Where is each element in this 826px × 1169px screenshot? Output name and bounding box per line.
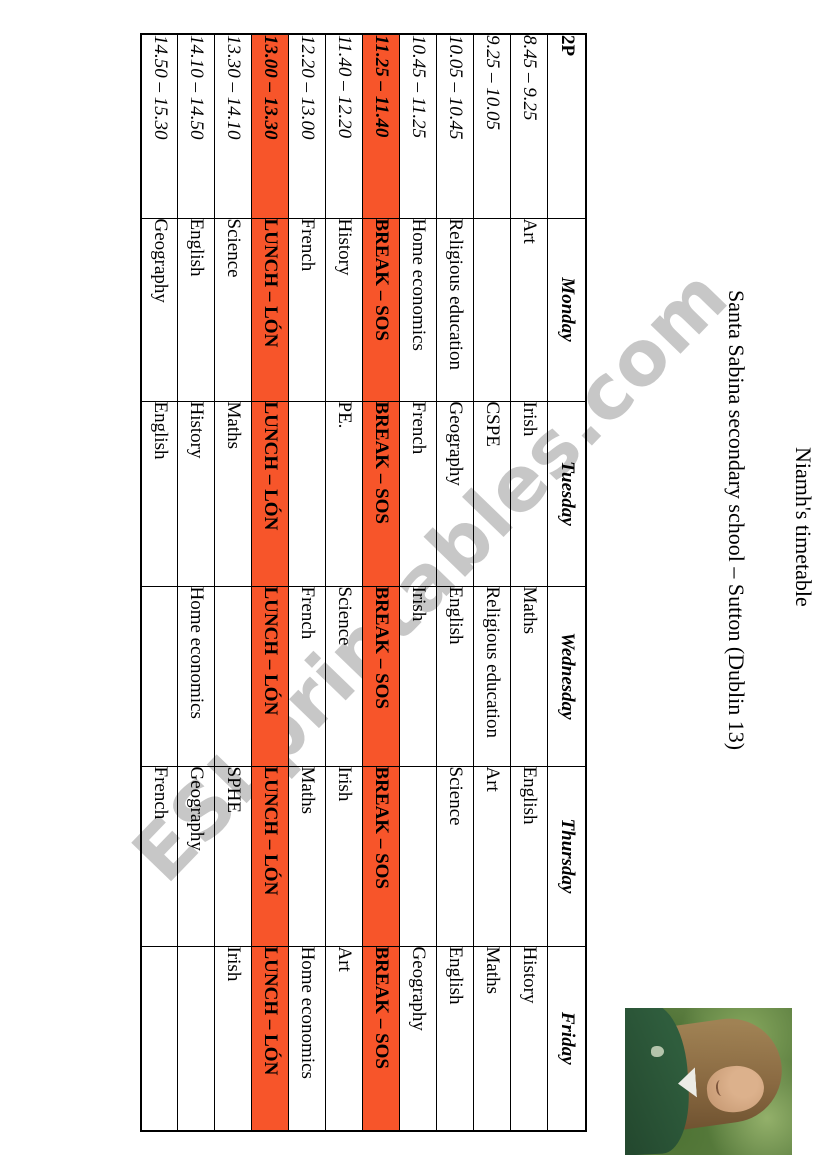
subject-cell: LUNCH – LÓN (252, 946, 289, 1131)
subject-cell: English (437, 946, 474, 1131)
subject-cell: Maths (511, 586, 548, 766)
timetable-row: 14.50 – 15.30 Geography English French (141, 34, 178, 1131)
time-cell: 13.00 – 13.30 (252, 34, 289, 218)
subject-cell: LUNCH – LÓN (252, 586, 289, 766)
subject-cell: French (289, 218, 326, 401)
subject-cell: PE. (326, 401, 363, 586)
subject-cell: BREAK – SOS (363, 218, 400, 401)
timetable-row: 13.30 – 14.10 Science Maths SPHE Irish (215, 34, 252, 1131)
time-cell: 13.30 – 14.10 (215, 34, 252, 218)
empty-cell (141, 946, 178, 1131)
subject-cell: Maths (474, 946, 511, 1131)
empty-cell (400, 766, 437, 946)
subject-cell: Home economics (289, 946, 326, 1131)
time-cell: 14.50 – 15.30 (141, 34, 178, 218)
subject-cell: Irish (215, 946, 252, 1131)
subject-cell: Home economics (178, 586, 215, 766)
time-cell: 9.25 – 10.05 (474, 34, 511, 218)
page-title: Niamh's timetable (791, 447, 816, 607)
subject-cell: French (400, 401, 437, 586)
time-cell: 12.20 – 13.00 (289, 34, 326, 218)
photo-crest-shape (651, 1046, 664, 1057)
subject-cell: Geography (437, 401, 474, 586)
day-header-friday: Friday (548, 946, 586, 1131)
subject-cell: Science (215, 218, 252, 401)
timetable-row: 9.25 – 10.05 CSPE Religious education Art Ma… (474, 34, 511, 1131)
empty-cell (178, 946, 215, 1131)
subject-cell: History (511, 946, 548, 1131)
subject-cell: Home economics (400, 218, 437, 401)
time-cell: 11.25 – 11.40 (363, 34, 400, 218)
time-cell: 8.45 – 9.25 (511, 34, 548, 218)
subject-cell: Geography (178, 766, 215, 946)
subject-cell: Maths (289, 766, 326, 946)
subject-cell: LUNCH – LÓN (252, 401, 289, 586)
subject-cell: Maths (215, 401, 252, 586)
subject-cell: Art (474, 766, 511, 946)
page-subtitle: Santa Sabina secondary school – Sutton (… (724, 290, 749, 751)
timetable-row: 8.45 – 9.25 Art Irish Maths English History (511, 34, 548, 1131)
subject-cell: Science (437, 766, 474, 946)
timetable-row: 10.45 – 11.25 Home economics French Irish Ge… (400, 34, 437, 1131)
subject-cell: Irish (400, 586, 437, 766)
subject-cell: English (511, 766, 548, 946)
student-photo (625, 1008, 792, 1155)
empty-cell (289, 401, 326, 586)
empty-cell (141, 586, 178, 766)
subject-cell: History (326, 218, 363, 401)
subject-cell: CSPE (474, 401, 511, 586)
class-label-cell: 2P (548, 34, 586, 218)
day-header-tuesday: Tuesday (548, 401, 586, 586)
highlight-row: 11.25 – 11.40 BREAK – SOS BREAK – SOS BREAK… (363, 34, 400, 1131)
subject-cell: Irish (326, 766, 363, 946)
subject-cell: LUNCH – LÓN (252, 766, 289, 946)
subject-cell: Art (511, 218, 548, 401)
subject-cell: Religious education (474, 586, 511, 766)
subject-cell: French (141, 766, 178, 946)
subject-cell: English (141, 401, 178, 586)
subject-cell: BREAK – SOS (363, 401, 400, 586)
subject-cell: English (178, 218, 215, 401)
subject-cell: Science (326, 586, 363, 766)
empty-cell (474, 218, 511, 401)
subject-cell: Geography (400, 946, 437, 1131)
time-cell: 10.05 – 10.45 (437, 34, 474, 218)
day-header-monday: Monday (548, 218, 586, 401)
subject-cell: Religious education (437, 218, 474, 401)
subject-cell: History (178, 401, 215, 586)
day-header-wednesday: Wednesday (548, 586, 586, 766)
subject-cell: BREAK – SOS (363, 946, 400, 1131)
highlight-row: 13.00 – 13.30 LUNCH – LÓN LUNCH – LÓN LUNCH… (252, 34, 289, 1131)
timetable: 2P Monday Tuesday Wednesday Thursday Friday … (140, 33, 587, 1132)
subject-cell: Irish (511, 401, 548, 586)
subject-cell: BREAK – SOS (363, 586, 400, 766)
subject-cell: SPHE (215, 766, 252, 946)
time-cell: 10.45 – 11.25 (400, 34, 437, 218)
subject-cell: Art (326, 946, 363, 1131)
subject-cell: LUNCH – LÓN (252, 218, 289, 401)
subject-cell: BREAK – SOS (363, 766, 400, 946)
timetable-row: 10.05 – 10.45 Religious education Geograph… (437, 34, 474, 1131)
subject-cell: English (437, 586, 474, 766)
timetable-row: 12.20 – 13.00 French French Maths Home econo… (289, 34, 326, 1131)
time-cell: 14.10 – 14.50 (178, 34, 215, 218)
timetable-row: 11.40 – 12.20 History PE. Science Irish Art (326, 34, 363, 1131)
timetable-row: 14.10 – 14.50 English History Home economic… (178, 34, 215, 1131)
timetable-header-row: 2P Monday Tuesday Wednesday Thursday Friday (548, 34, 586, 1131)
subject-cell: French (289, 586, 326, 766)
subject-cell: Geography (141, 218, 178, 401)
time-cell: 11.40 – 12.20 (326, 34, 363, 218)
day-header-thursday: Thursday (548, 766, 586, 946)
empty-cell (215, 586, 252, 766)
